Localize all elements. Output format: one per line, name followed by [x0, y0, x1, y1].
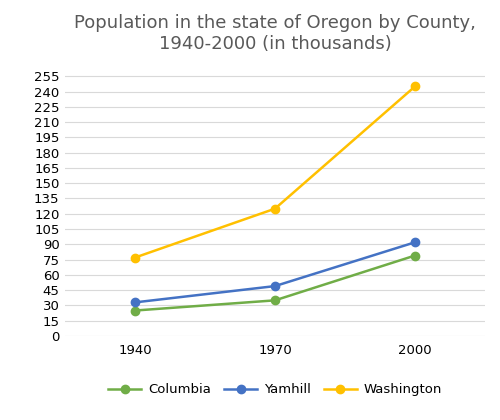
Yamhill [412, 240, 418, 245]
Washington [132, 255, 138, 260]
Yamhill [132, 300, 138, 305]
Yamhill [272, 284, 278, 289]
Washington [412, 84, 418, 89]
Columbia [412, 253, 418, 258]
Line: Yamhill: Yamhill [131, 238, 419, 307]
Title: Population in the state of Oregon by County,
1940-2000 (in thousands): Population in the state of Oregon by Cou… [74, 14, 476, 53]
Line: Columbia: Columbia [131, 251, 419, 315]
Legend: Columbia, Yamhill, Washington: Columbia, Yamhill, Washington [103, 378, 447, 402]
Line: Washington: Washington [131, 82, 419, 262]
Columbia [272, 298, 278, 303]
Columbia [132, 308, 138, 313]
Washington [272, 206, 278, 211]
